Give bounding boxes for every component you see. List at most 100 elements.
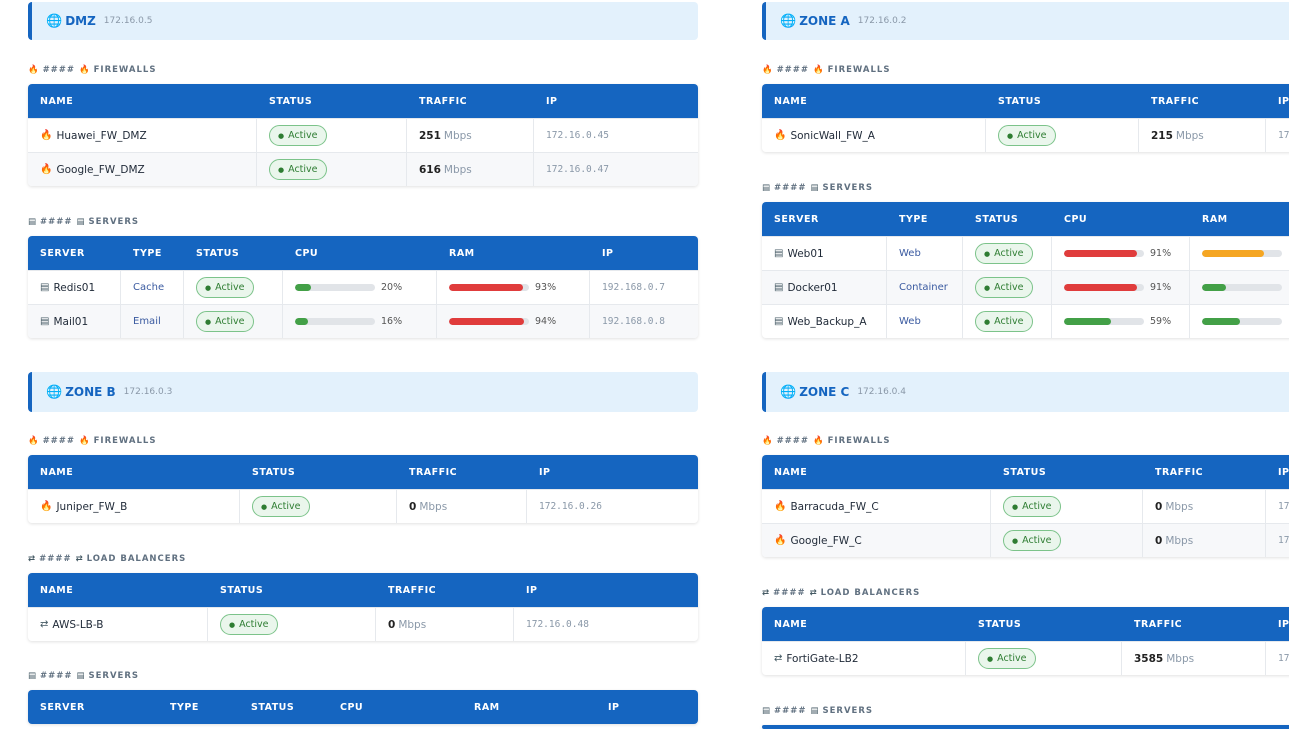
col-name[interactable]: NAME	[40, 584, 74, 596]
flame-icon: 🔥	[774, 130, 787, 141]
servers-section-label: ▤ #### ▤ SERVERS	[28, 671, 139, 681]
col-type[interactable]: TYPE	[170, 701, 199, 713]
ram-bar	[449, 284, 529, 291]
table-row[interactable]: 🔥 Google_FW_C ● Active 0 Mbps 17	[762, 523, 1289, 557]
status-badge: ● Active	[269, 159, 327, 180]
server-name: Redis01	[53, 281, 96, 294]
status-badge: ● Active	[1003, 496, 1061, 517]
col-type[interactable]: TYPE	[899, 213, 928, 225]
servers-table: SERVER TYPE STATUS CPU RAM IP	[28, 690, 698, 724]
col-server[interactable]: SERVER	[40, 247, 85, 259]
status-badge: ● Active	[1003, 530, 1061, 551]
traffic-value: 616	[419, 163, 441, 176]
globe-icon: 🌐	[46, 13, 63, 29]
ram-value: 93%	[535, 282, 557, 293]
col-status[interactable]: STATUS	[978, 618, 1022, 630]
ip-value: 172.16.0.47	[546, 164, 609, 175]
server-type: Web	[887, 237, 963, 270]
device-name: AWS-LB-B	[52, 618, 104, 631]
table-row[interactable]: ▤ Web_Backup_A Web ● Active 59%	[762, 304, 1289, 338]
col-name[interactable]: NAME	[774, 618, 808, 630]
col-ram[interactable]: RAM	[474, 701, 500, 713]
cpu-value: 59%	[1150, 316, 1172, 327]
firewalls-table: NAME STATUS TRAFFIC IP 🔥 Huawei_FW_DMZ ● A…	[28, 84, 698, 186]
ip-value: 17	[1278, 653, 1289, 664]
col-name[interactable]: NAME	[40, 95, 74, 107]
server-type: Cache	[121, 271, 184, 304]
servers-table: SERVER TYPE STATUS CPU RAM IP ▤ Redis01 C…	[28, 236, 698, 338]
col-cpu[interactable]: CPU	[340, 701, 364, 713]
flame-icon: 🔥	[774, 501, 787, 512]
status-badge: ● Active	[269, 125, 327, 146]
col-ip[interactable]: IP	[526, 584, 538, 596]
zone-header[interactable]: 🌐 ZONE A 172.16.0.2	[762, 2, 1289, 40]
flame-icon: 🔥	[40, 130, 53, 141]
col-ip[interactable]: IP	[602, 247, 614, 259]
table-row[interactable]: ▤ Docker01 Container ● Active 91%	[762, 270, 1289, 304]
col-status[interactable]: STATUS	[252, 466, 296, 478]
col-traffic[interactable]: TRAFFIC	[388, 584, 437, 596]
col-name[interactable]: NAME	[40, 466, 74, 478]
zone-header[interactable]: 🌐 ZONE B 172.16.0.3	[28, 372, 698, 412]
col-traffic[interactable]: TRAFFIC	[1134, 618, 1183, 630]
col-type[interactable]: TYPE	[133, 247, 162, 259]
col-ram[interactable]: RAM	[1202, 213, 1228, 225]
col-ip[interactable]: IP	[539, 466, 551, 478]
col-status[interactable]: STATUS	[196, 247, 240, 259]
col-name[interactable]: NAME	[774, 95, 808, 107]
col-cpu[interactable]: CPU	[1064, 213, 1088, 225]
col-status[interactable]: STATUS	[251, 701, 295, 713]
col-ip[interactable]: IP	[608, 701, 620, 713]
table-row[interactable]: 🔥 Huawei_FW_DMZ ● Active 251 Mbps 172.16.0.…	[28, 118, 698, 152]
cpu-bar	[295, 284, 375, 291]
firewalls-table: NAME STATUS TRAFFIC IP 🔥 Juniper_FW_B ● Ac…	[28, 455, 698, 523]
flame-icon: 🔥	[774, 535, 787, 546]
col-ip[interactable]: IP	[1278, 466, 1289, 478]
table-row[interactable]: ▤ Redis01 Cache ● Active 20% 93% 192.168.0…	[28, 270, 698, 304]
cpu-value: 91%	[1150, 248, 1172, 259]
col-ram[interactable]: RAM	[449, 247, 475, 259]
firewalls-section-label: 🔥 #### 🔥 FIREWALLS	[28, 65, 157, 75]
ip-value: 172.16.0.45	[546, 130, 609, 141]
col-traffic[interactable]: TRAFFIC	[1151, 95, 1200, 107]
table-row[interactable]: 🔥 Google_FW_DMZ ● Active 616 Mbps 172.16.0.…	[28, 152, 698, 186]
col-status[interactable]: STATUS	[269, 95, 313, 107]
col-traffic[interactable]: TRAFFIC	[1155, 466, 1204, 478]
firewalls-section-label: 🔥 #### 🔥 FIREWALLS	[762, 65, 891, 75]
col-status[interactable]: STATUS	[1003, 466, 1047, 478]
table-row[interactable]: ⇄ AWS-LB-B ● Active 0 Mbps 172.16.0.48	[28, 607, 698, 641]
server-type: Container	[887, 271, 963, 304]
table-row[interactable]: 🔥 Juniper_FW_B ● Active 0 Mbps 172.16.0.26	[28, 489, 698, 523]
ram-bar	[1202, 318, 1282, 325]
ip-value: 17	[1278, 535, 1289, 546]
col-ip[interactable]: IP	[546, 95, 558, 107]
zone-header[interactable]: 🌐 ZONE C 172.16.0.4	[762, 372, 1289, 412]
traffic-value: 215	[1151, 129, 1173, 142]
col-ip[interactable]: IP	[1278, 618, 1289, 630]
servers-table: SERVER TYPE STATUS CPU RAM ▤ Web01 Web ● A…	[762, 202, 1289, 338]
col-status[interactable]: STATUS	[975, 213, 1019, 225]
server-icon: ▤	[774, 282, 784, 293]
flame-icon: 🔥	[813, 436, 824, 446]
zone-header[interactable]: 🌐 DMZ 172.16.0.5	[28, 2, 698, 40]
table-row[interactable]: ⇄ FortiGate-LB2 ● Active 3585 Mbps 17	[762, 641, 1289, 675]
table-row[interactable]: 🔥 Barracuda_FW_C ● Active 0 Mbps 17	[762, 489, 1289, 523]
col-status[interactable]: STATUS	[998, 95, 1042, 107]
col-status[interactable]: STATUS	[220, 584, 264, 596]
col-traffic[interactable]: TRAFFIC	[409, 466, 458, 478]
col-server[interactable]: SERVER	[774, 213, 819, 225]
zone-dmz: 🌐 DMZ 172.16.0.5 🔥 #### 🔥 FIREWALLS NAME…	[28, 2, 698, 338]
table-row[interactable]: ▤ Mail01 Email ● Active 16% 94% 192.168.0.…	[28, 304, 698, 338]
device-name: Google_FW_C	[790, 534, 862, 547]
globe-icon: 🌐	[780, 384, 797, 400]
col-server[interactable]: SERVER	[40, 701, 85, 713]
col-cpu[interactable]: CPU	[295, 247, 319, 259]
table-row[interactable]: ▤ Web01 Web ● Active 91%	[762, 236, 1289, 270]
shuffle-icon: ⇄	[28, 554, 36, 564]
col-name[interactable]: NAME	[774, 466, 808, 478]
col-traffic[interactable]: TRAFFIC	[419, 95, 468, 107]
zone-ip: 172.16.0.5	[103, 16, 153, 26]
table-row[interactable]: 🔥 SonicWall_FW_A ● Active 215 Mbps 17	[762, 118, 1289, 152]
zone-name: ZONE C	[799, 385, 850, 399]
col-ip[interactable]: IP	[1278, 95, 1289, 107]
